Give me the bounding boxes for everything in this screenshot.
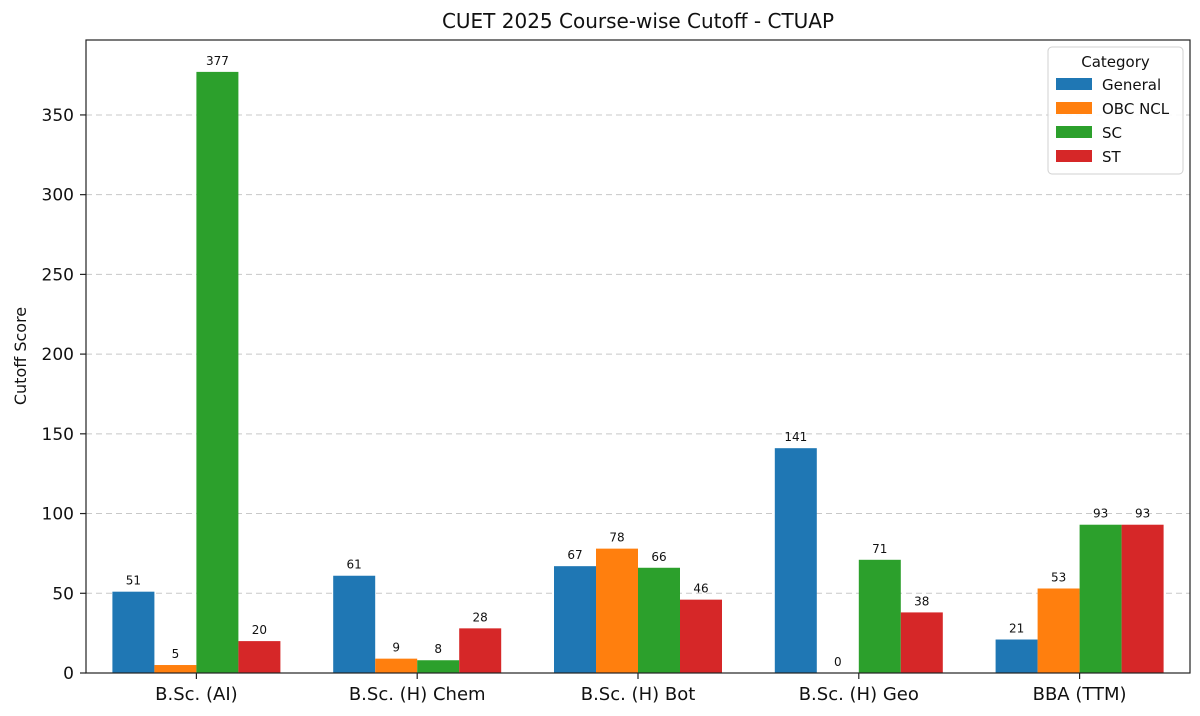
- x-tick-label: B.Sc. (H) Bot: [581, 684, 696, 705]
- x-tick-label: B.Sc. (AI): [155, 684, 238, 705]
- legend-title: Category: [1081, 53, 1150, 71]
- y-tick-label: 300: [42, 186, 74, 206]
- bar: [900, 612, 943, 673]
- x-tick-label: B.Sc. (H) Geo: [799, 684, 919, 705]
- bar: [112, 591, 155, 673]
- y-tick-label: 350: [42, 106, 74, 126]
- bar-value-label: 53: [1051, 570, 1066, 584]
- legend-swatch: [1056, 102, 1092, 114]
- y-tick-label: 50: [52, 584, 74, 604]
- data-labels: 51 5 377 20 61 9 8 28 67 78 66 46 141 0 71 38 21 53 93 93: [126, 54, 1150, 669]
- y-tick-label: 150: [42, 425, 74, 445]
- bar: [1037, 588, 1080, 673]
- grid-lines: [86, 114, 1190, 594]
- bar-value-label: 51: [126, 574, 141, 588]
- legend-swatch: [1056, 78, 1092, 90]
- bar-value-label: 0: [834, 655, 842, 669]
- bar-value-label: 78: [609, 531, 624, 545]
- bar: [680, 599, 722, 673]
- bar: [1079, 524, 1122, 673]
- bar: [459, 628, 502, 673]
- legend-item-label: General: [1102, 76, 1161, 94]
- bar-value-label: 377: [206, 54, 229, 68]
- bar: [554, 566, 596, 673]
- bar-value-label: 141: [784, 430, 807, 444]
- bar-value-label: 21: [1009, 622, 1024, 636]
- y-tick-label: 200: [42, 345, 74, 365]
- bar-value-label: 66: [651, 550, 666, 564]
- bar-value-label: 9: [392, 641, 400, 655]
- bar: [196, 71, 239, 674]
- bar: [774, 448, 817, 673]
- bars: [112, 71, 1164, 674]
- y-axis-label: Cutoff Score: [11, 307, 30, 405]
- bar-value-label: 20: [252, 623, 267, 637]
- bar: [858, 559, 901, 673]
- bar: [596, 548, 638, 673]
- bar-value-label: 93: [1093, 507, 1108, 521]
- legend: Category General OBC NCL SC ST: [1047, 46, 1184, 175]
- bar-value-label: 71: [872, 542, 887, 556]
- y-tick-label: 250: [42, 265, 74, 285]
- bar: [375, 658, 418, 673]
- bar-value-label: 38: [914, 594, 929, 608]
- legend-swatch: [1056, 126, 1092, 138]
- bar-value-label: 93: [1135, 507, 1150, 521]
- x-tick-label: B.Sc. (H) Chem: [349, 684, 486, 705]
- bar: [417, 660, 460, 673]
- bar-value-label: 61: [347, 558, 362, 572]
- bar-value-label: 8: [434, 642, 442, 656]
- bar: [1121, 524, 1164, 673]
- legend-item-label: ST: [1102, 148, 1122, 166]
- bar: [638, 567, 680, 673]
- bar-value-label: 67: [567, 548, 582, 562]
- bar: [995, 639, 1038, 673]
- legend-item-label: OBC NCL: [1102, 100, 1170, 118]
- bar-value-label: 5: [172, 647, 180, 661]
- legend-item-label: SC: [1102, 124, 1122, 142]
- x-tick-label: BBA (TTM): [1033, 684, 1127, 705]
- y-tick-label: 100: [42, 505, 74, 525]
- bar: [154, 665, 197, 673]
- y-tick-label: 0: [63, 664, 74, 684]
- bar-value-label: 28: [473, 610, 488, 624]
- y-axis-ticks: 0 50 100 150 200 250 300 350: [42, 106, 86, 684]
- x-axis-ticks: B.Sc. (AI) B.Sc. (H) Chem B.Sc. (H) Bot B.S…: [155, 673, 1127, 705]
- chart-title: CUET 2025 Course-wise Cutoff - CTUAP: [442, 9, 834, 33]
- bar: [333, 575, 376, 673]
- legend-swatch: [1056, 150, 1092, 162]
- bar-value-label: 46: [693, 582, 708, 596]
- bar: [238, 641, 281, 673]
